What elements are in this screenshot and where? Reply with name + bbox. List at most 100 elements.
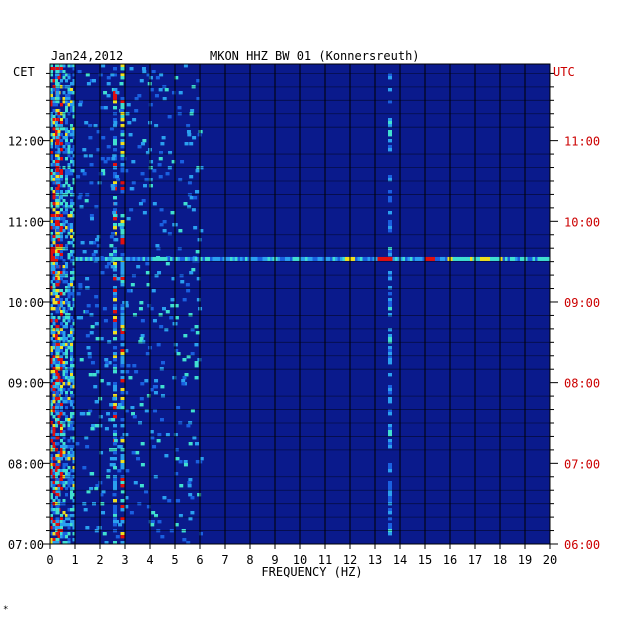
spectro-cell [50, 100, 53, 104]
spectro-cell [86, 490, 91, 494]
spectro-cell [55, 118, 60, 122]
spectro-cell [388, 523, 392, 527]
spectro-cell [60, 256, 63, 260]
spectro-cell [65, 274, 68, 278]
spectro-cell [60, 133, 63, 137]
spectro-cell [120, 280, 125, 284]
spectro-cell [67, 304, 71, 308]
spectro-cell [67, 388, 71, 392]
spectro-cell [195, 460, 200, 464]
spectro-cell [113, 382, 117, 386]
event-cell [427, 256, 431, 261]
spectro-cell [70, 100, 73, 104]
spectro-cell [50, 430, 53, 434]
spectro-cell [113, 91, 117, 95]
spectro-cell [55, 163, 60, 167]
spectro-cell [60, 514, 63, 518]
spectro-cell [186, 541, 191, 545]
spectro-cell [388, 397, 392, 401]
event-cell [200, 256, 203, 261]
spectro-cell [162, 229, 167, 233]
spectro-cell [52, 406, 56, 410]
spectro-cell [70, 82, 73, 86]
spectro-cell [60, 235, 63, 239]
spectro-cell [55, 142, 60, 146]
spectro-cell [67, 538, 71, 542]
spectro-cell [113, 331, 117, 335]
spectro-cell [52, 469, 56, 473]
event-cell [102, 256, 106, 261]
spectro-cell [84, 199, 89, 203]
event-cell [385, 256, 388, 261]
spectro-cell [60, 361, 63, 365]
spectro-cell [120, 376, 125, 380]
spectro-cell [65, 523, 68, 527]
spectro-cell [120, 241, 125, 245]
spectro-cell [139, 79, 144, 83]
spectro-cell [85, 445, 90, 449]
spectro-cell [388, 412, 392, 416]
spectro-cell [150, 523, 155, 527]
spectro-cell [189, 142, 194, 146]
spectro-cell [55, 319, 58, 323]
spectro-cell [101, 172, 106, 176]
spectro-cell [167, 115, 172, 119]
spectro-cell [52, 307, 56, 311]
spectro-cell [55, 139, 60, 143]
spectro-cell [50, 292, 53, 296]
spectro-cell [65, 130, 68, 134]
event-cell [517, 256, 521, 261]
spectro-cell [120, 397, 125, 401]
spectro-cell [120, 277, 125, 281]
spectro-cell [194, 325, 199, 329]
spectro-cell [62, 91, 66, 95]
spectro-cell [55, 289, 60, 293]
spectro-cell [55, 151, 58, 155]
spectro-cell [60, 427, 63, 431]
spectro-cell [60, 337, 63, 341]
spectro-cell [72, 508, 76, 512]
spectro-cell [122, 301, 127, 305]
spectro-cell [52, 202, 56, 206]
spectro-cell [120, 379, 125, 383]
event-cell [445, 256, 448, 261]
spectro-cell [388, 439, 392, 443]
spectro-cell [101, 64, 106, 68]
spectro-cell [113, 394, 117, 398]
spectro-cell [120, 424, 125, 428]
spectro-cell [50, 484, 53, 488]
spectro-cell [67, 148, 71, 152]
spectro-cell [182, 538, 187, 542]
spectro-cell [92, 373, 97, 377]
spectro-cell [186, 130, 191, 134]
spectro-cell [50, 64, 53, 68]
spectro-cell [120, 454, 125, 458]
spectro-cell [72, 520, 76, 524]
spectro-cell [131, 274, 136, 278]
spectro-cell [67, 163, 71, 167]
spectro-cell [120, 64, 125, 68]
spectro-cell [55, 196, 60, 200]
spectro-cell [126, 217, 131, 221]
spectro-cell [50, 280, 53, 284]
x-tick-label: 13 [368, 553, 382, 567]
event-cell [340, 256, 343, 261]
spectro-cell [70, 214, 73, 218]
spectro-cell [171, 160, 176, 164]
spectro-cell [72, 445, 76, 449]
spectro-cell [55, 82, 60, 86]
spectro-cell [388, 334, 392, 338]
event-cell [295, 256, 298, 261]
spectro-cell [62, 229, 66, 233]
spectro-cell [92, 241, 97, 245]
spectro-cell [72, 376, 76, 380]
spectro-cell [129, 208, 134, 212]
spectro-cell [50, 253, 53, 257]
spectro-cell [50, 505, 53, 509]
spectro-cell [388, 100, 392, 104]
x-axis-label: FREQUENCY (HZ) [261, 565, 362, 579]
spectro-cell [72, 160, 76, 164]
spectro-cell [62, 535, 66, 539]
spectro-cell [72, 304, 76, 308]
event-cell [225, 256, 228, 261]
